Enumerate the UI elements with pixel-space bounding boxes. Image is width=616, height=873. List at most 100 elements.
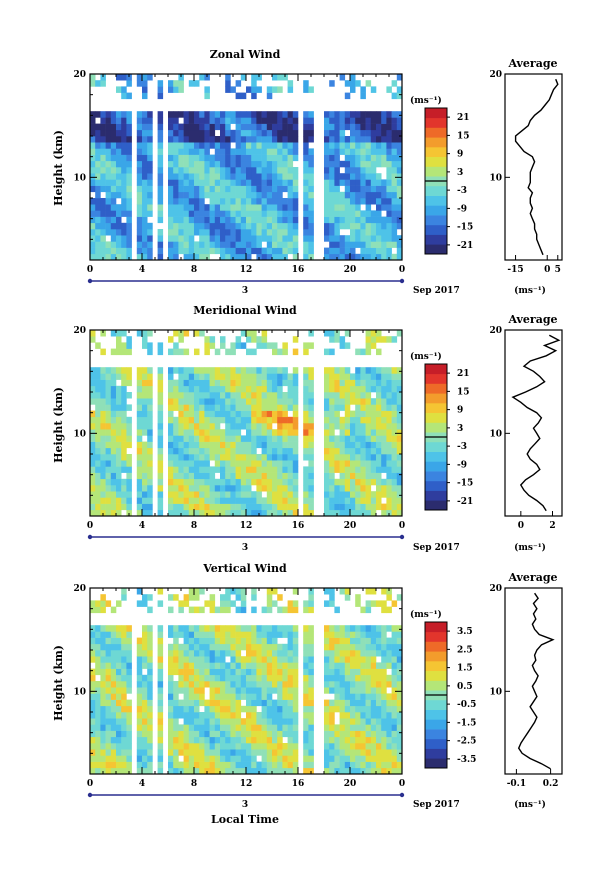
heatmap-cell [188, 423, 195, 430]
heatmap-cell [282, 755, 288, 762]
heatmap-cell [344, 416, 351, 424]
heatmap-cell [188, 730, 195, 738]
heatmap-cell [147, 497, 153, 504]
heatmap-cell [381, 367, 387, 374]
colorbar-segment [425, 758, 447, 769]
heatmap-cell [168, 749, 174, 756]
heatmap-cell [194, 503, 200, 511]
heatmap-cell [142, 398, 148, 405]
heatmap-cell [199, 460, 205, 467]
y-tick-label: 10 [73, 173, 86, 183]
heatmap-cell [173, 429, 179, 436]
heatmap-cell [136, 755, 143, 762]
heatmap-cell [266, 509, 273, 517]
heatmap-cell [396, 160, 403, 168]
heatmap-cell [365, 410, 372, 418]
heatmap-cell [308, 643, 314, 651]
heatmap-cell [376, 404, 382, 411]
heatmap-cell [90, 435, 96, 442]
heatmap-cell [381, 699, 387, 707]
heatmap-cell [214, 148, 221, 155]
heatmap-cell [240, 761, 247, 769]
heatmap-cell [324, 497, 330, 504]
heatmap-cell [272, 154, 278, 162]
heatmap-cell [303, 142, 309, 149]
heatmap-cell [272, 454, 278, 461]
heatmap-cell [147, 179, 153, 186]
heatmap-cell [266, 154, 273, 162]
heatmap-cell [178, 712, 184, 719]
heatmap-cell [235, 460, 242, 467]
heatmap-cell [277, 123, 283, 131]
heatmap-cell [329, 712, 335, 719]
heatmap-cell [95, 491, 101, 498]
heatmap-cell [261, 699, 268, 707]
heatmap-cell [246, 497, 252, 504]
heatmap-cell [100, 472, 106, 480]
heatmap-cell [381, 693, 387, 700]
heatmap-cell [220, 441, 226, 449]
heatmap-cell [225, 129, 231, 137]
x-tick-label: 20 [344, 521, 357, 531]
heatmap-cell [292, 173, 299, 180]
heatmap-cell [95, 761, 101, 769]
heatmap-cell [365, 167, 372, 174]
heatmap-cell [235, 154, 242, 162]
heatmap-cell [178, 625, 184, 632]
heatmap-cell [209, 373, 216, 380]
heatmap-cell [204, 229, 210, 236]
heatmap-cell [391, 681, 398, 688]
heatmap-cell [370, 179, 377, 186]
heatmap-cell [188, 743, 195, 750]
heatmap-cell [355, 204, 361, 211]
heatmap-cell [308, 173, 314, 180]
heatmap-cell [360, 656, 366, 663]
heatmap-cell [194, 674, 200, 682]
heatmap-cell [142, 74, 148, 81]
heatmap-cell [183, 398, 190, 405]
heatmap-cell [142, 693, 148, 700]
heatmap-cell [204, 631, 210, 638]
heatmap-cell [246, 718, 252, 725]
heatmap-cell [282, 435, 288, 442]
heatmap-cell [381, 606, 387, 614]
heatmap-cell [292, 662, 299, 669]
heatmap-cell [240, 755, 247, 762]
colorbar-segment [425, 480, 447, 491]
heatmap-cell [292, 229, 299, 236]
heatmap-cell [110, 674, 117, 682]
heatmap-cell [110, 348, 117, 356]
vertical-average-x-label: (ms⁻¹) [514, 799, 546, 810]
heatmap-cell [334, 724, 340, 731]
heatmap-cell [136, 435, 143, 442]
heatmap-cell [173, 485, 179, 492]
heatmap-cell [360, 392, 366, 399]
heatmap-cell [214, 699, 221, 707]
heatmap-cell [370, 416, 377, 424]
heatmap-cell [246, 472, 252, 480]
heatmap-cell [277, 454, 283, 461]
heatmap-cell [324, 767, 330, 775]
heatmap-cell [303, 179, 309, 186]
heatmap-cell [100, 398, 106, 405]
heatmap-cell [272, 379, 278, 387]
heatmap-cell [90, 80, 96, 87]
heatmap-cell [251, 736, 257, 744]
heatmap-cell [100, 117, 106, 124]
heatmap-cell [324, 173, 330, 180]
heatmap-cell [344, 460, 351, 467]
heatmap-cell [168, 435, 174, 442]
heatmap-cell [350, 435, 356, 442]
heatmap-cell [157, 111, 164, 118]
heatmap-cell [324, 167, 330, 174]
heatmap-cell [116, 336, 122, 343]
heatmap-cell [105, 767, 112, 775]
heatmap-cell [225, 466, 231, 473]
heatmap-cell [370, 148, 377, 155]
heatmap-cell [334, 681, 340, 688]
heatmap-cell [355, 472, 361, 480]
heatmap-cell [334, 699, 340, 707]
heatmap-cell [199, 222, 205, 230]
heatmap-cell [344, 423, 351, 430]
heatmap-cell [370, 191, 377, 199]
